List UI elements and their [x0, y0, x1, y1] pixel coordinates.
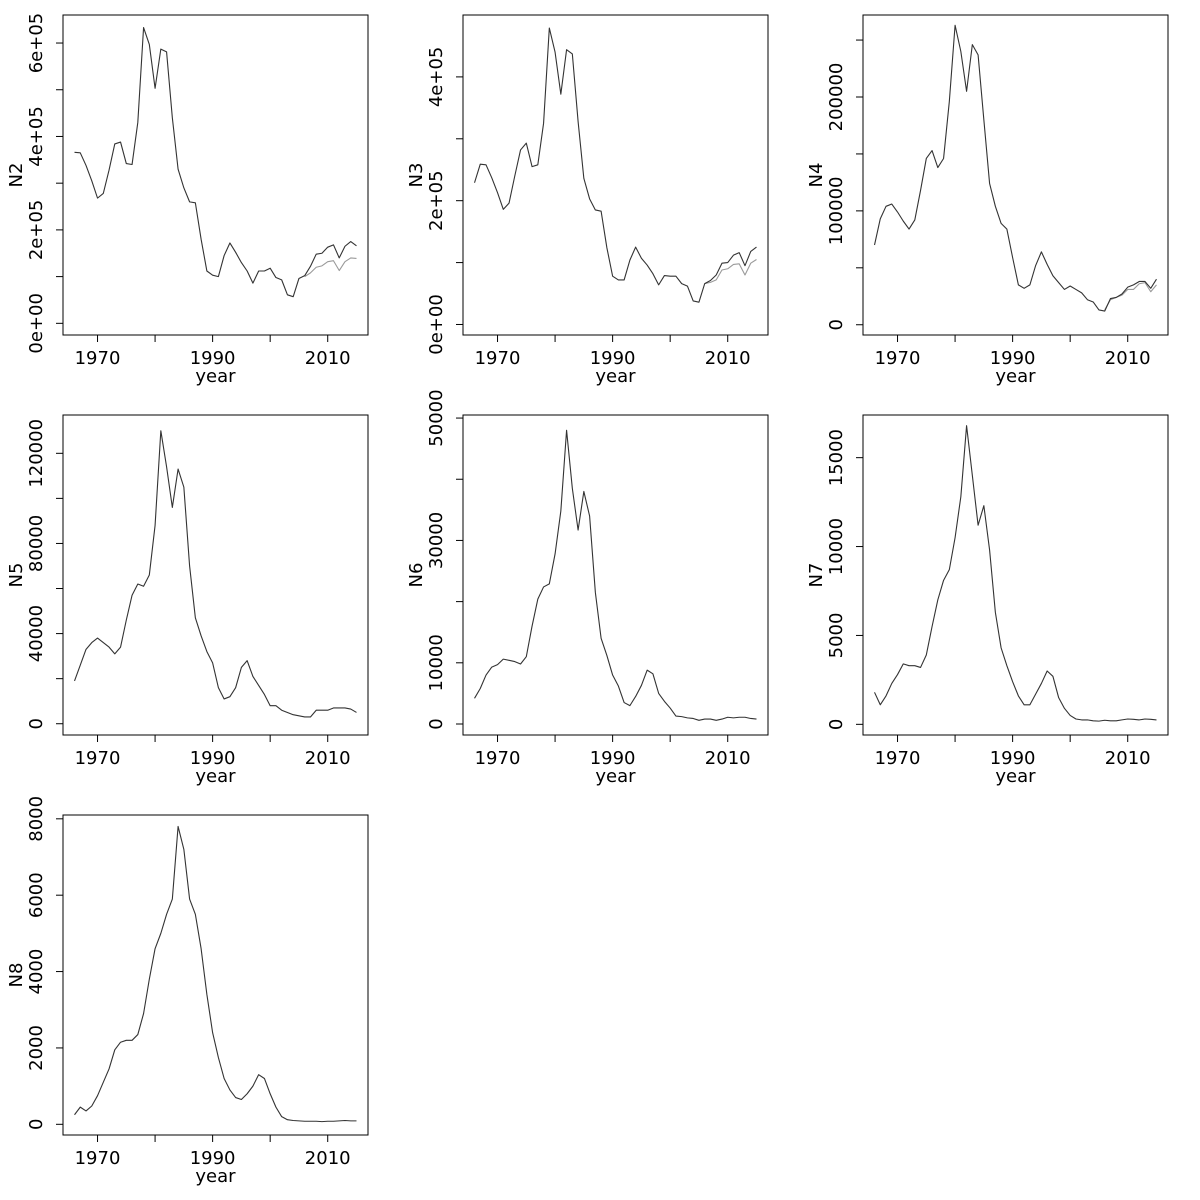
x-tick-label: 1990 [590, 748, 636, 769]
y-axis-title: N5 [6, 563, 27, 588]
x-tick-label: 1990 [190, 1148, 236, 1169]
y-tick-label: 10000 [826, 518, 847, 575]
series-line-1 [73, 430, 357, 718]
y-tick-label: 0 [426, 718, 447, 729]
x-tick-label: 1990 [190, 748, 236, 769]
panel-n5: 1970 1990 2010 0 40000 80000 120000 year N5 [6, 414, 369, 787]
x-tick-label: 2010 [305, 1148, 351, 1169]
y-tick-label: 6000 [26, 872, 47, 918]
y-tick-label: 2000 [26, 1025, 47, 1071]
plot-frame [462, 14, 769, 336]
plot-frame [62, 14, 369, 336]
y-tick-label: 5000 [826, 613, 847, 659]
y-tick-label: 50000 [426, 389, 447, 446]
x-axis-title: year [595, 366, 636, 387]
y-tick-label: 4e+05 [26, 106, 47, 167]
y-tick-label: 4e+05 [426, 47, 447, 108]
panel-n6: 1970 1990 2010 0 10000 30000 50000 year N6 [406, 389, 769, 787]
plot-frame [462, 414, 769, 736]
series-line-1 [473, 27, 757, 303]
x-tick-label: 1970 [75, 1148, 121, 1169]
y-tick-label: 120000 [26, 419, 47, 488]
panel-n7: 1970 1990 2010 0 5000 10000 15000 year N7 [806, 414, 1169, 787]
x-tick-label: 2010 [1105, 748, 1151, 769]
y-tick-label: 0 [826, 719, 847, 730]
y-tick-label: 2e+05 [26, 200, 47, 261]
series-line-1 [873, 24, 1157, 312]
x-tick-label: 1970 [475, 348, 521, 369]
y-tick-label: 0e+00 [26, 293, 47, 354]
y-tick-label: 8000 [26, 796, 47, 842]
y-axis-title: N2 [6, 163, 27, 188]
series-line-1 [74, 27, 357, 298]
y-tick-label: 4000 [26, 949, 47, 995]
x-tick-label: 2010 [705, 348, 751, 369]
x-axis-title: year [995, 366, 1036, 387]
x-tick-label: 1990 [990, 748, 1036, 769]
series-line-2 [304, 257, 357, 278]
panel-n4: 1970 1990 2010 0 100000 200000 year N4 [806, 14, 1169, 387]
x-axis-title: year [995, 766, 1036, 787]
y-axis-title: N8 [6, 963, 27, 988]
x-tick-label: 1970 [875, 748, 921, 769]
x-tick-label: 1990 [990, 348, 1036, 369]
x-tick-label: 1970 [475, 748, 521, 769]
x-tick-label: 1970 [75, 348, 121, 369]
plot-frame [62, 814, 369, 1136]
x-tick-label: 2010 [1105, 348, 1151, 369]
y-tick-label: 10000 [426, 634, 447, 691]
x-axis-title: year [195, 1166, 236, 1187]
x-tick-label: 1970 [75, 748, 121, 769]
x-tick-label: 2010 [705, 748, 751, 769]
y-tick-label: 80000 [26, 515, 47, 572]
panel-n8: 1970 1990 2010 0 2000 4000 6000 8000 year N8 [6, 796, 369, 1187]
y-axis-title: N4 [806, 163, 827, 188]
y-tick-label: 200000 [826, 63, 847, 132]
x-tick-label: 1990 [190, 348, 236, 369]
y-tick-label: 30000 [426, 512, 447, 569]
series-line-1 [874, 425, 1157, 722]
x-axis-title: year [195, 366, 236, 387]
y-tick-label: 0 [826, 319, 847, 330]
x-tick-label: 1970 [875, 348, 921, 369]
y-tick-label: 100000 [826, 177, 847, 246]
plot-frame [862, 14, 1169, 336]
x-tick-label: 1990 [590, 348, 636, 369]
series-line-2 [1104, 282, 1157, 311]
x-tick-label: 2010 [305, 348, 351, 369]
y-tick-label: 0 [26, 718, 47, 729]
series-line-1 [74, 825, 357, 1123]
x-axis-title: year [195, 766, 236, 787]
series-line-2 [704, 259, 757, 285]
panel-n3: 1970 1990 2010 0e+00 2e+05 4e+05 year N3 [406, 14, 769, 387]
y-tick-label: 6e+05 [26, 13, 47, 74]
panel-n2: 1970 1990 2010 0e+00 2e+05 4e+05 6e+05 year N2 [6, 13, 369, 387]
y-axis-title: N3 [406, 163, 427, 188]
y-tick-label: 0 [26, 1119, 47, 1130]
plot-frame [862, 414, 1169, 736]
y-tick-label: 2e+05 [426, 170, 447, 231]
y-tick-label: 0e+00 [426, 294, 447, 355]
y-axis-title: N7 [806, 563, 827, 588]
y-axis-title: N6 [406, 563, 427, 588]
x-tick-label: 2010 [305, 748, 351, 769]
x-axis-title: year [595, 766, 636, 787]
y-tick-label: 15000 [826, 429, 847, 486]
plot-frame [62, 414, 369, 736]
series-line-1 [474, 429, 757, 721]
y-tick-label: 40000 [26, 605, 47, 662]
